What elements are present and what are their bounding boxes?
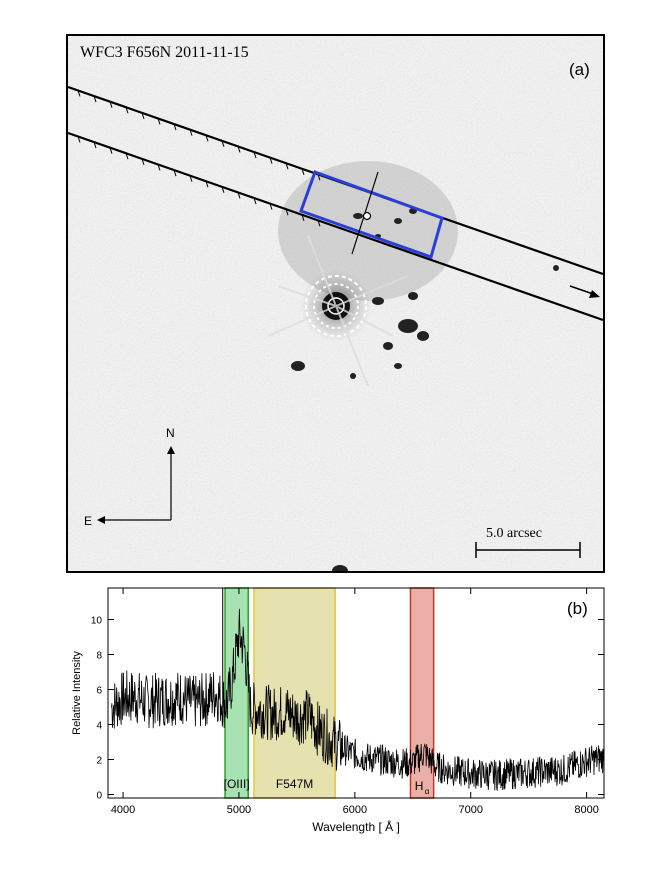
compass-east-label: E bbox=[84, 514, 93, 528]
y-tick-label: 6 bbox=[96, 686, 102, 697]
compass-rose bbox=[97, 446, 175, 524]
spectrum-series-line bbox=[111, 608, 605, 791]
y-tick-label: 0 bbox=[96, 791, 102, 802]
nebula-emission bbox=[278, 161, 559, 571]
band-2 bbox=[409, 587, 435, 799]
x-tick-label: 6000 bbox=[343, 804, 367, 816]
image-title: WFC3 F656N 2011-11-15 bbox=[80, 44, 249, 61]
scale-bar-label: 5.0 arcsec bbox=[486, 526, 542, 541]
slit-direction-arrow bbox=[569, 285, 600, 298]
plot-frame bbox=[107, 587, 605, 799]
y-tick-label: 8 bbox=[96, 651, 102, 662]
x-axis-label: Wavelength [ Å ] bbox=[312, 819, 400, 834]
panel-b-label: (b) bbox=[567, 599, 588, 618]
y-axis-label: Relative Intensity bbox=[71, 651, 83, 735]
band-label-halpha-sub: α bbox=[425, 787, 430, 796]
y-tick-label: 2 bbox=[96, 756, 102, 767]
x-tick-label: 7000 bbox=[458, 804, 482, 816]
central-star bbox=[267, 235, 409, 387]
panel-a-label: (a) bbox=[569, 60, 590, 79]
hst-image-panel: WFC3 F656N 2011-11-15 (a) N E 5.0 arcsec bbox=[66, 34, 605, 573]
band-label-f547m: F547M bbox=[276, 777, 313, 791]
slit-center-marker bbox=[351, 171, 379, 255]
hst-image-drawing bbox=[68, 36, 603, 571]
y-tick-label: 10 bbox=[91, 616, 103, 627]
y-tick-label: 4 bbox=[96, 721, 102, 732]
band-label-halpha: H bbox=[415, 779, 424, 793]
x-tick-label: 5000 bbox=[227, 804, 251, 816]
band-0 bbox=[224, 587, 249, 799]
extraction-box bbox=[299, 170, 444, 259]
scale-bar bbox=[475, 542, 581, 558]
compass-north-label: N bbox=[166, 426, 175, 440]
band-label-oiii: [OIII] bbox=[224, 777, 250, 791]
x-tick-label: 8000 bbox=[574, 804, 598, 816]
x-tick-label: 4000 bbox=[111, 804, 135, 816]
